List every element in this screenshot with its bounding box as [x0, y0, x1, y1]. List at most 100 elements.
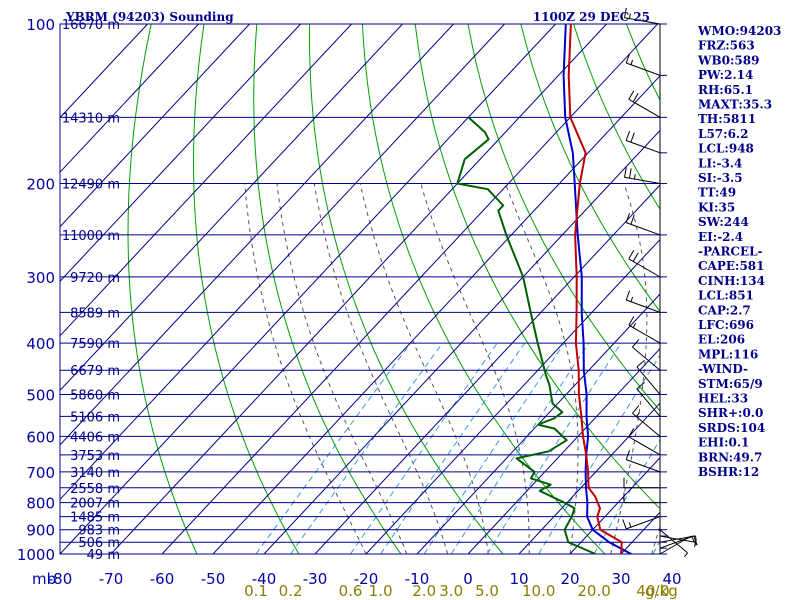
wind-barb-feather — [632, 405, 640, 414]
pressure-tick-label: 1000 — [17, 546, 55, 564]
height-label: 2007 m — [70, 497, 120, 512]
mixing-ratio-label: 0.2 — [279, 582, 303, 600]
wind-barb-half-feather — [632, 323, 637, 328]
isotherm-line — [416, 293, 660, 554]
stability-index-entry: PW:2.14 — [698, 68, 753, 82]
dry-adiabat-line — [414, 24, 660, 510]
mixing-ratio-line — [423, 342, 565, 554]
stability-index-entry: TH:5811 — [698, 112, 756, 126]
mixing-ratio-label: 1.0 — [369, 582, 393, 600]
wind-barb-staff — [628, 324, 661, 344]
height-label: 8589 m — [70, 306, 120, 321]
height-label: 506 m — [78, 536, 120, 551]
pressure-unit-label: mb — [32, 570, 56, 588]
wind-barb-staff — [624, 17, 661, 25]
isotherm-line — [60, 24, 505, 501]
pressure-tick-label: 500 — [26, 387, 55, 405]
temperature-tick-label: -40 — [252, 570, 277, 588]
mixing-ratio-label: 20.0 — [577, 582, 610, 600]
height-label: 9720 m — [70, 271, 120, 286]
height-label: 983 m — [78, 524, 120, 539]
isotherm-line — [263, 129, 660, 554]
wind-barb-staff — [628, 98, 661, 118]
wind-barb-feather — [629, 168, 632, 179]
stability-index-entry: SHR+:0.0 — [698, 406, 763, 420]
isotherm-line — [569, 457, 660, 554]
wind-barb-staff — [626, 140, 661, 154]
height-label: 12490 m — [62, 178, 120, 193]
stability-indices-list: WMO:94203FRZ:563WB0:589PW:2.14RH:65.1MAX… — [697, 24, 781, 479]
wind-barb-half-feather — [695, 535, 697, 541]
mixing-ratio-line — [380, 342, 526, 554]
height-label: 7590 m — [70, 337, 120, 352]
height-label: 11000 m — [62, 229, 120, 244]
wind-barb-feather — [632, 339, 640, 348]
wind-barb-feather — [632, 252, 639, 262]
stability-index-entry: MAXT:35.3 — [698, 98, 772, 112]
pressure-tick-label: 600 — [26, 428, 55, 446]
stability-index-entry: STM:65/9 — [698, 377, 763, 391]
stability-index-entry: LI:-3.4 — [698, 156, 742, 170]
moist-adiabat-line — [313, 183, 449, 554]
mixing-ratio-label: 5.0 — [475, 582, 499, 600]
dewpoint-trace-line — [456, 116, 596, 554]
wind-barb-half-feather — [630, 296, 634, 302]
wind-barb-staff — [626, 222, 661, 236]
dry-adiabat-line — [192, 24, 300, 554]
dry-adiabat-line — [253, 24, 402, 554]
wind-barb-feather — [624, 7, 627, 18]
isotherm-line — [110, 24, 607, 554]
isotherm-line — [60, 24, 148, 119]
wind-barb-column — [622, 7, 698, 558]
stability-index-entry: SW:244 — [698, 215, 749, 229]
wind-barb-feather — [630, 214, 635, 225]
wind-barb-feather — [625, 53, 631, 64]
wind-barb-staff — [626, 299, 661, 313]
moist-adiabat-line — [244, 183, 367, 554]
wind-barb-staff — [632, 412, 661, 437]
wind-barb-feather — [625, 450, 631, 460]
wind-barb-staff — [659, 535, 694, 549]
pressure-tick-label: 700 — [26, 464, 55, 482]
stability-index-entry: FRZ:563 — [698, 39, 755, 53]
wind-barb-staff — [659, 535, 696, 543]
wind-barb-staff — [659, 529, 688, 554]
stability-index-entry: L57:6.2 — [698, 127, 748, 141]
pressure-isotherm-grid — [59, 23, 661, 555]
wind-barb-staff — [626, 516, 661, 530]
background-lines — [60, 24, 660, 554]
wind-barb-half-feather — [629, 13, 631, 19]
height-label: 14310 m — [62, 111, 120, 126]
isotherm-line — [314, 184, 660, 554]
stability-index-entry: RH:65.1 — [698, 83, 753, 97]
stability-index-entry: MPL:116 — [698, 347, 758, 361]
wind-barb-feather — [636, 360, 645, 368]
temperature-trace-line — [567, 24, 623, 554]
isotherm-line — [60, 24, 199, 173]
isotherm-line — [60, 24, 556, 554]
height-label: 6679 m — [70, 364, 120, 379]
dry-adiabat-line — [467, 24, 660, 412]
wind-barb-staff — [628, 436, 661, 456]
wind-barb-half-feather — [633, 174, 636, 180]
temperature-tick-label: -60 — [150, 570, 175, 588]
isotherm-line — [60, 24, 250, 228]
mixing-ratio-label: 0.1 — [244, 582, 268, 600]
wind-barb-half-feather — [635, 412, 640, 417]
pressure-tick-label: 200 — [26, 176, 55, 194]
stability-index-entry: -WIND- — [698, 362, 748, 376]
wind-barb-half-feather — [628, 522, 632, 528]
sounding-title: YBRM (94203) Sounding — [65, 10, 234, 24]
moist-adiabat-line — [276, 183, 408, 554]
stability-index-entry: BSHR:12 — [698, 465, 759, 479]
height-label: 3753 m — [70, 449, 120, 464]
dry-adiabat-line — [520, 24, 660, 313]
wind-barb-staff — [624, 176, 661, 185]
wind-barb-half-feather — [684, 552, 688, 558]
wind-barb-feather — [625, 290, 631, 301]
isotherm-line — [60, 24, 454, 446]
stability-index-entry: LCL:851 — [698, 289, 754, 303]
wind-barb-feather — [625, 130, 631, 141]
temperature-tick-label: -80 — [48, 570, 73, 588]
pressure-tick-label: 800 — [26, 495, 55, 513]
